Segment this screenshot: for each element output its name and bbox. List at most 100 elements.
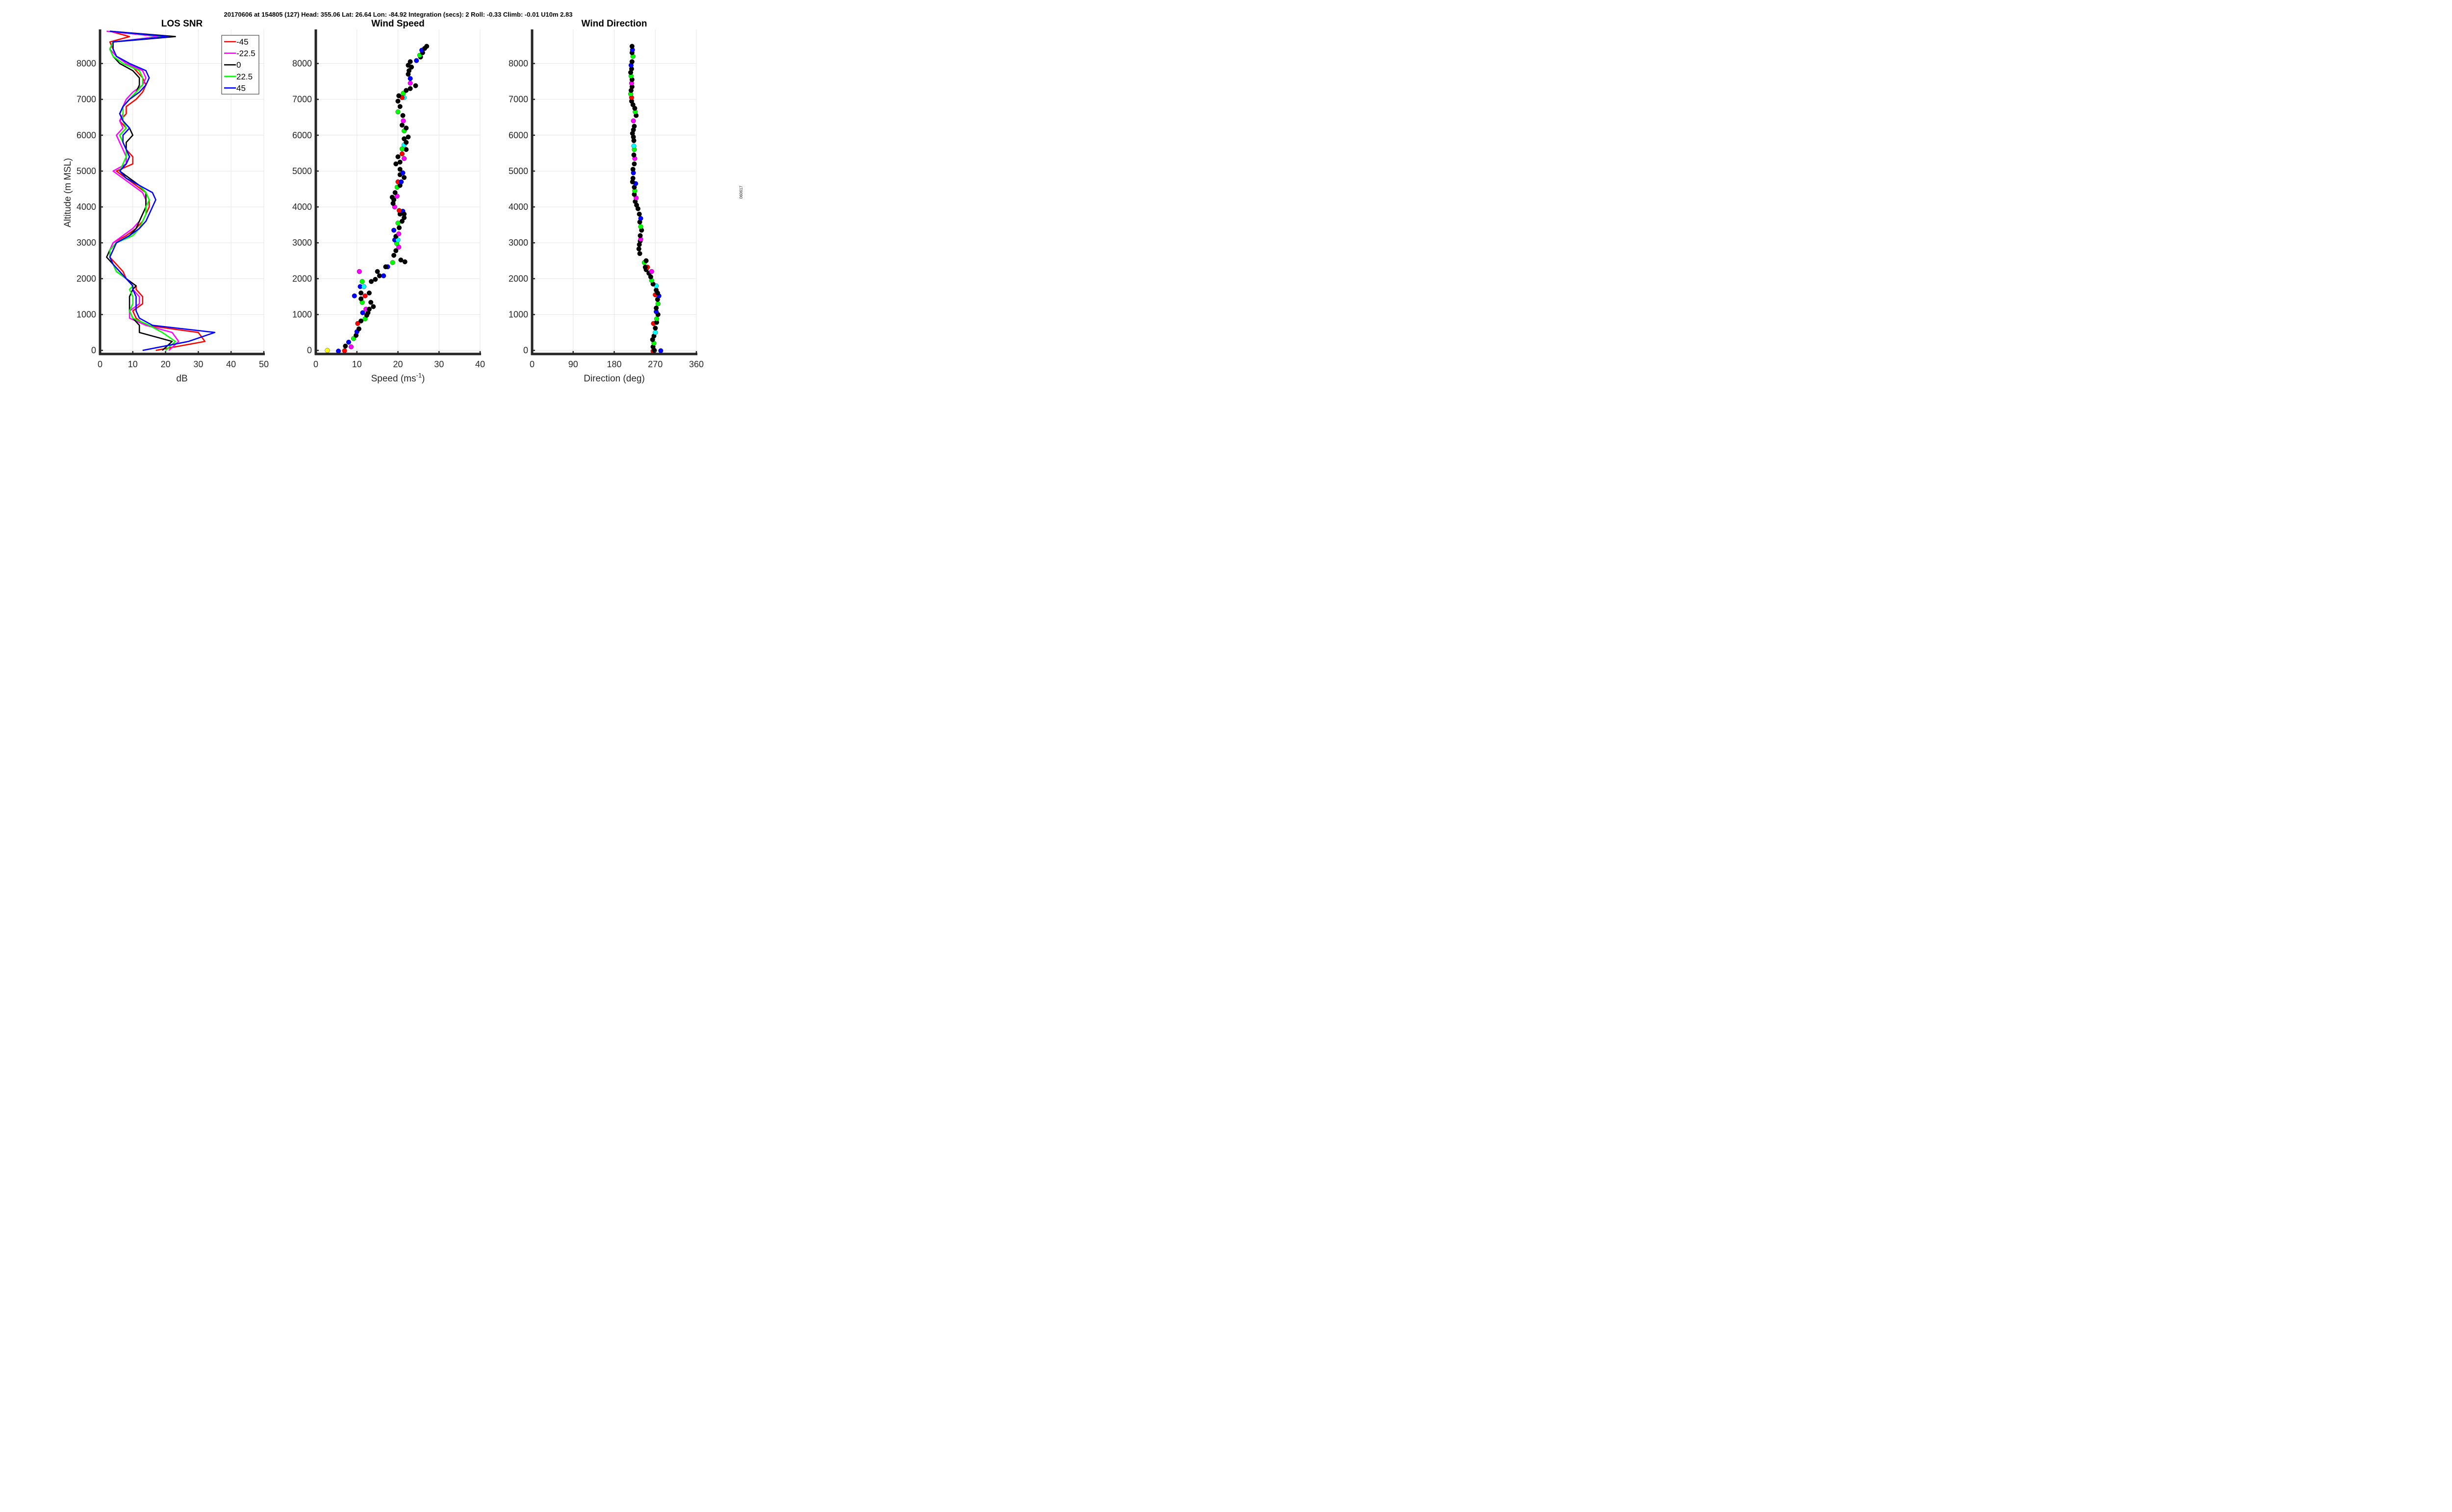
wind-speed-data-point bbox=[391, 227, 397, 233]
wind-speed-title: Wind Speed bbox=[371, 19, 425, 29]
wind-speed-x-tick-label: 40 bbox=[475, 359, 485, 369]
wind-speed-y-tick-label: 6000 bbox=[292, 130, 312, 140]
wind-speed-data-point bbox=[397, 208, 402, 213]
wind-speed-data-point bbox=[401, 118, 406, 124]
wind-speed-data-point bbox=[396, 231, 402, 237]
wind-speed-data-point bbox=[399, 146, 405, 151]
wind-speed-data-point bbox=[395, 99, 401, 104]
wind-speed-data-point bbox=[352, 293, 357, 299]
snr-legend: -45 -22.5 0 22.5 45 bbox=[221, 35, 259, 95]
wind-speed-data-point bbox=[383, 264, 388, 270]
wind-speed-data-point bbox=[355, 321, 360, 326]
wind-speed-data-point bbox=[396, 93, 402, 99]
los-snr-y-tick-label: 6000 bbox=[77, 130, 96, 140]
wind-speed-y-tick-label: 7000 bbox=[292, 95, 312, 104]
los-snr-x-tick-label: 30 bbox=[193, 359, 203, 369]
wind-speed-data-point bbox=[346, 339, 352, 345]
wind-speed-data-point bbox=[369, 279, 374, 284]
wind-speed-data-point bbox=[366, 290, 372, 296]
wind-speed-data-point bbox=[407, 68, 412, 74]
wind-direction-data-point bbox=[637, 251, 642, 256]
altitude-axis-label: Altitude (m MSL) bbox=[63, 158, 73, 227]
wind-direction-data-point bbox=[658, 348, 664, 353]
wind-direction-y-tick-label: 2000 bbox=[509, 274, 528, 283]
wind-direction-data-point bbox=[638, 224, 643, 229]
wind-speed-data-point bbox=[424, 44, 430, 49]
wind-speed-data-point bbox=[325, 348, 330, 353]
wind-direction-data-point bbox=[629, 44, 635, 49]
wind-speed-data-point bbox=[408, 80, 413, 86]
wind-direction-y-tick-label: 5000 bbox=[509, 166, 528, 176]
wind-direction-data-point bbox=[654, 305, 659, 311]
wind-direction-data-point bbox=[636, 246, 641, 252]
los-snr-y-tick-label: 1000 bbox=[77, 310, 96, 320]
wind-speed-data-point bbox=[399, 151, 405, 156]
wind-direction-data-point bbox=[631, 143, 637, 149]
wind-direction-x-axis-label: Direction (deg) bbox=[584, 374, 645, 384]
wind-speed-data-point bbox=[408, 86, 413, 91]
wind-speed-x-axis-label: Speed (ms-1) bbox=[371, 372, 425, 384]
wind-speed-data-point bbox=[414, 58, 419, 63]
wind-speed-data-point bbox=[397, 225, 402, 230]
wind-direction-data-point bbox=[655, 301, 661, 306]
wind-speed-data-point bbox=[362, 293, 368, 299]
los-snr-y-tick-label: 4000 bbox=[77, 202, 96, 212]
wind-direction-data-point bbox=[631, 152, 637, 158]
wind-speed-data-point bbox=[359, 279, 365, 284]
wind-speed-data-point bbox=[395, 109, 401, 115]
los-snr-y-tick-label: 7000 bbox=[77, 95, 96, 104]
wind-speed-x-tick-label: 30 bbox=[434, 359, 444, 369]
wind-direction-x-tick-label: 270 bbox=[648, 359, 663, 369]
wind-speed-x-tick-label: 10 bbox=[352, 359, 362, 369]
los-snr-x-tick-label: 10 bbox=[128, 359, 138, 369]
wind-direction-y-tick-label: 4000 bbox=[509, 202, 528, 212]
snr-legend-label-22-5: -22.5 bbox=[236, 49, 255, 58]
wind-speed-data-point bbox=[371, 304, 376, 309]
wind-direction-data-point bbox=[638, 216, 643, 221]
wind-speed-y-tick-label: 3000 bbox=[292, 238, 312, 248]
los-snr-x-axis-label: dB bbox=[176, 374, 187, 384]
wind-speed-data-point bbox=[377, 273, 382, 278]
los-snr-y-tick-label: 0 bbox=[91, 346, 96, 355]
wind-speed-data-point bbox=[402, 259, 408, 265]
los-snr-y-tick-label: 8000 bbox=[77, 58, 96, 68]
wind-speed-data-point bbox=[390, 260, 395, 265]
wind-direction-x-tick-label: 0 bbox=[530, 359, 535, 369]
wind-speed-data-point bbox=[406, 134, 411, 140]
wind-speed-data-point bbox=[395, 221, 401, 226]
wind-speed-data-point bbox=[402, 175, 407, 180]
snr-legend-label-22-5: 22.5 bbox=[236, 72, 253, 81]
wind-direction-panel: 0 90 180 270 360 0 1000 2000 3000 4000 5000 6000 700… bbox=[509, 19, 704, 384]
wind-speed-data-point bbox=[336, 349, 341, 354]
wind-speed-y-tick-label: 8000 bbox=[292, 58, 312, 68]
wind-speed-data-point bbox=[391, 252, 397, 258]
wind-speed-data-point bbox=[402, 156, 407, 161]
los-snr-y-tick-label: 2000 bbox=[77, 274, 96, 283]
wind-speed-data-point bbox=[368, 300, 374, 305]
wind-speed-data-point bbox=[408, 76, 413, 81]
figure-canvas: 20170606 at 154805 (127) Head: 355.06 La… bbox=[0, 0, 760, 394]
wind-speed-y-tick-label: 2000 bbox=[292, 274, 312, 283]
wind-direction-data-point bbox=[631, 118, 636, 124]
wind-speed-data-point bbox=[404, 126, 409, 131]
wind-direction-y-tick-label: 1000 bbox=[509, 310, 528, 320]
los-snr-x-tick-label: 50 bbox=[259, 359, 269, 369]
wind-speed-data-point bbox=[389, 195, 395, 200]
snr-series-line-22-5 bbox=[109, 30, 176, 351]
wind-direction-title: Wind Direction bbox=[582, 19, 647, 29]
wind-speed-x-tick-label: 20 bbox=[393, 359, 403, 369]
wind-speed-data-point bbox=[408, 59, 413, 64]
suptitle: 20170606 at 154805 (127) Head: 355.06 La… bbox=[224, 11, 573, 18]
wind-direction-data-point bbox=[632, 124, 637, 129]
wind-speed-data-point bbox=[358, 296, 364, 302]
wind-speed-data-point bbox=[413, 83, 418, 88]
los-snr-title: LOS SNR bbox=[161, 19, 203, 29]
wind-speed-data-point bbox=[357, 269, 362, 274]
los-snr-x-tick-label: 20 bbox=[161, 359, 171, 369]
wind-direction-x-tick-label: 90 bbox=[568, 359, 578, 369]
wind-speed-data-point bbox=[342, 348, 347, 353]
wind-speed-data-point bbox=[358, 318, 364, 324]
wind-speed-data-point bbox=[398, 257, 404, 263]
wind-speed-data-point bbox=[397, 167, 403, 172]
wind-direction-y-tick-label: 6000 bbox=[509, 130, 528, 140]
